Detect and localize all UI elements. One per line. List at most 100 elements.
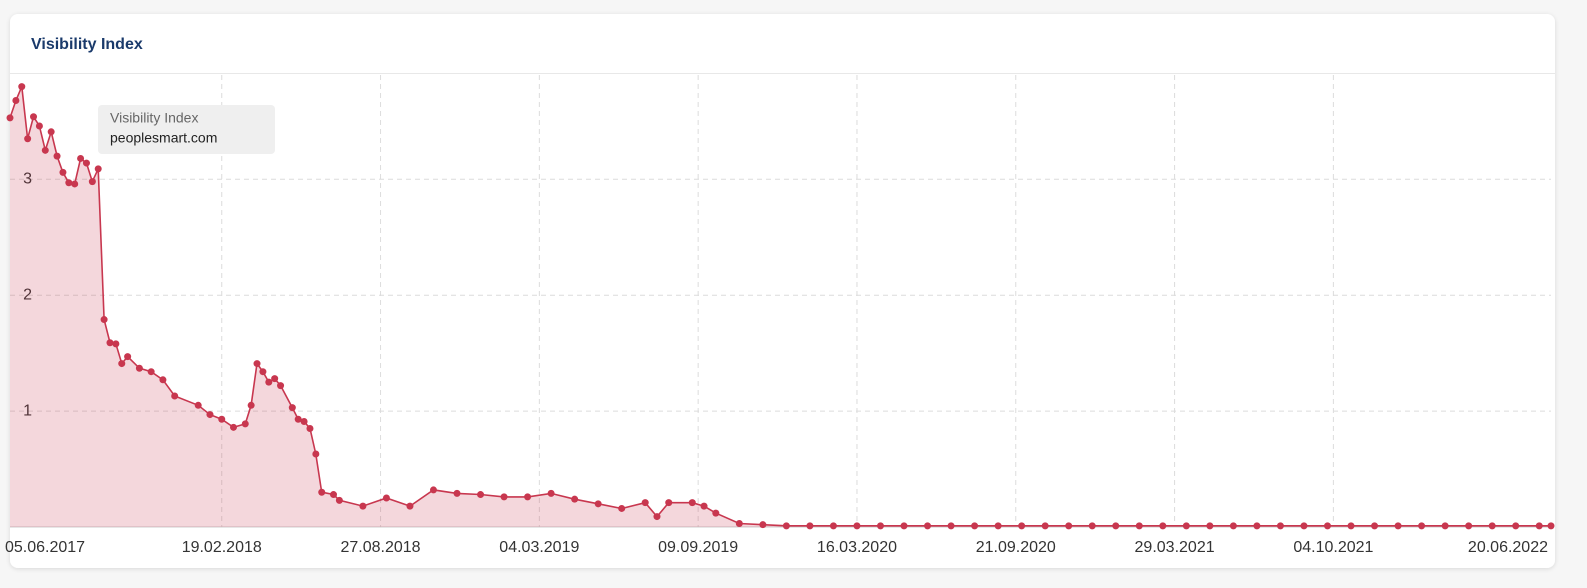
data-point	[253, 360, 261, 368]
data-point	[1394, 522, 1402, 530]
data-point	[112, 340, 120, 348]
x-tick-label: 05.06.2017	[5, 539, 85, 556]
data-point	[288, 404, 296, 412]
data-point	[71, 180, 79, 188]
data-point	[135, 364, 143, 372]
data-point	[294, 415, 302, 423]
data-point	[230, 423, 238, 431]
data-point	[1206, 522, 1214, 530]
data-point	[1371, 522, 1379, 530]
data-point	[547, 489, 555, 497]
data-point	[500, 493, 508, 501]
data-point	[406, 502, 414, 510]
data-point	[735, 520, 743, 528]
data-point	[1018, 522, 1026, 530]
data-point	[1065, 522, 1073, 530]
data-point	[271, 375, 279, 383]
legend-background	[98, 105, 275, 154]
legend-box: Visibility Index peoplesmart.com	[98, 105, 275, 154]
data-point	[100, 316, 108, 324]
x-tick-label: 29.03.2021	[1135, 539, 1215, 556]
data-point	[106, 339, 114, 347]
data-point	[359, 502, 367, 510]
data-point	[47, 128, 55, 136]
data-point	[653, 513, 661, 521]
data-point	[194, 401, 202, 409]
data-point	[1465, 522, 1473, 530]
x-tick-label: 09.09.2019	[658, 539, 738, 556]
data-point	[594, 500, 602, 508]
data-point	[306, 424, 314, 432]
data-point	[1182, 522, 1190, 530]
x-tick-label: 20.06.2022	[1468, 539, 1548, 556]
legend-entry: peoplesmart.com	[110, 130, 217, 146]
data-point	[571, 495, 579, 503]
data-point	[1276, 522, 1284, 530]
data-point	[712, 509, 720, 517]
data-point	[82, 159, 90, 167]
data-point	[124, 353, 132, 361]
data-point	[300, 418, 308, 426]
data-point	[382, 494, 390, 502]
data-point	[1512, 522, 1520, 530]
data-point	[1547, 522, 1555, 530]
data-point	[18, 83, 26, 91]
data-point	[1229, 522, 1237, 530]
data-point	[329, 491, 337, 499]
legend-title: Visibility Index	[110, 110, 198, 126]
data-point	[312, 450, 320, 458]
data-point	[1323, 522, 1331, 530]
data-point	[853, 522, 861, 530]
data-point	[1441, 522, 1449, 530]
data-point	[265, 378, 273, 386]
data-point	[524, 493, 532, 501]
x-tick-label: 21.09.2020	[976, 539, 1056, 556]
data-point	[1088, 522, 1096, 530]
data-point	[1488, 522, 1496, 530]
data-point	[1418, 522, 1426, 530]
data-point	[171, 392, 179, 400]
y-tick-label: 3	[23, 171, 32, 188]
data-point	[247, 401, 255, 409]
data-point	[782, 522, 790, 530]
data-point	[1159, 522, 1167, 530]
x-tick-label: 04.10.2021	[1293, 539, 1373, 556]
data-point	[876, 522, 884, 530]
data-point	[900, 522, 908, 530]
data-point	[688, 499, 696, 507]
data-point	[1347, 522, 1355, 530]
data-point	[147, 368, 155, 376]
data-point	[94, 165, 102, 173]
data-point	[12, 96, 20, 104]
x-tick-label: 27.08.2018	[341, 539, 421, 556]
data-point	[1135, 522, 1143, 530]
y-tick-label: 2	[23, 286, 32, 303]
data-point	[1535, 522, 1543, 530]
data-point	[829, 522, 837, 530]
data-point	[77, 154, 85, 162]
data-point	[665, 499, 673, 507]
data-point	[318, 488, 326, 496]
data-point	[759, 521, 767, 529]
area-fill	[10, 86, 1551, 527]
data-point	[1112, 522, 1120, 530]
data-point	[6, 114, 14, 122]
data-point	[453, 489, 461, 497]
y-tick-label: 1	[23, 402, 32, 419]
data-point	[335, 496, 343, 504]
card	[10, 14, 1555, 568]
data-point	[641, 499, 649, 507]
x-tick-label: 19.02.2018	[182, 539, 262, 556]
data-point	[1041, 522, 1049, 530]
data-point	[429, 486, 437, 494]
data-point	[88, 178, 96, 186]
data-point	[924, 522, 932, 530]
data-point	[59, 168, 67, 176]
data-point	[259, 368, 267, 376]
x-tick-label: 16.03.2020	[817, 539, 897, 556]
data-point	[971, 522, 979, 530]
data-point	[947, 522, 955, 530]
data-point	[700, 502, 708, 510]
series-line	[9, 83, 1551, 527]
